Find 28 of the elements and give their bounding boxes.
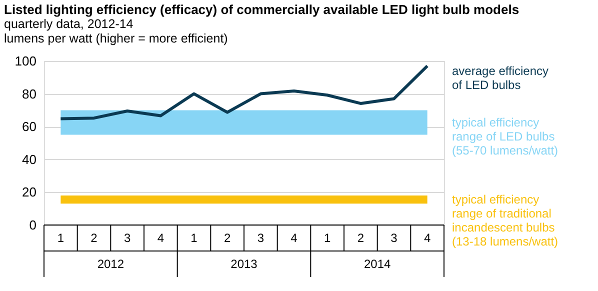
text: 2013 xyxy=(230,257,258,271)
x-tick-label: 1 xyxy=(57,231,64,245)
chart-subtitle: quarterly data, 2012-14 xyxy=(4,17,134,31)
x-tick-label: 3 xyxy=(390,231,398,245)
x-tick-label: 4 xyxy=(157,231,164,245)
y-tick-label: 60 xyxy=(22,119,36,134)
y-tick-label: 100 xyxy=(14,54,36,68)
text: average efficiency of LED bulbs xyxy=(452,64,549,92)
x-tick-label: 2 xyxy=(357,231,364,245)
y-axis-title: lumens per watt (higher = more efficient) xyxy=(4,32,228,46)
x-tick-label: 3 xyxy=(257,231,264,245)
x-tick-label: 2 xyxy=(90,231,98,245)
x-tick-label: 1 xyxy=(190,231,198,245)
band-label: typical efficiency range of LED bulbs (55-70 lumens/watt) xyxy=(452,116,558,158)
y-tick-label: 0 xyxy=(29,218,36,232)
text: 2012 xyxy=(97,257,124,271)
x-tick-label: 2 xyxy=(224,231,231,245)
y-tick-label: 40 xyxy=(22,152,36,167)
chart-title: Listed lighting efficiency (efficacy) of commercially available LED light bulb models xyxy=(4,2,520,17)
line-series xyxy=(59,64,429,120)
y-tick-label: 20 xyxy=(22,184,36,200)
band-label: typical efficiency range of traditional incandescent bulbs (13-18 lumens/watt) xyxy=(452,192,558,249)
x-tick-label: 1 xyxy=(324,231,331,245)
x-tick-label: 4 xyxy=(290,231,298,245)
y-tick-label: 80 xyxy=(22,86,36,102)
x-tick-label: 3 xyxy=(124,231,131,245)
text: 2014 xyxy=(364,257,392,271)
x-tick-label: 4 xyxy=(424,231,431,245)
